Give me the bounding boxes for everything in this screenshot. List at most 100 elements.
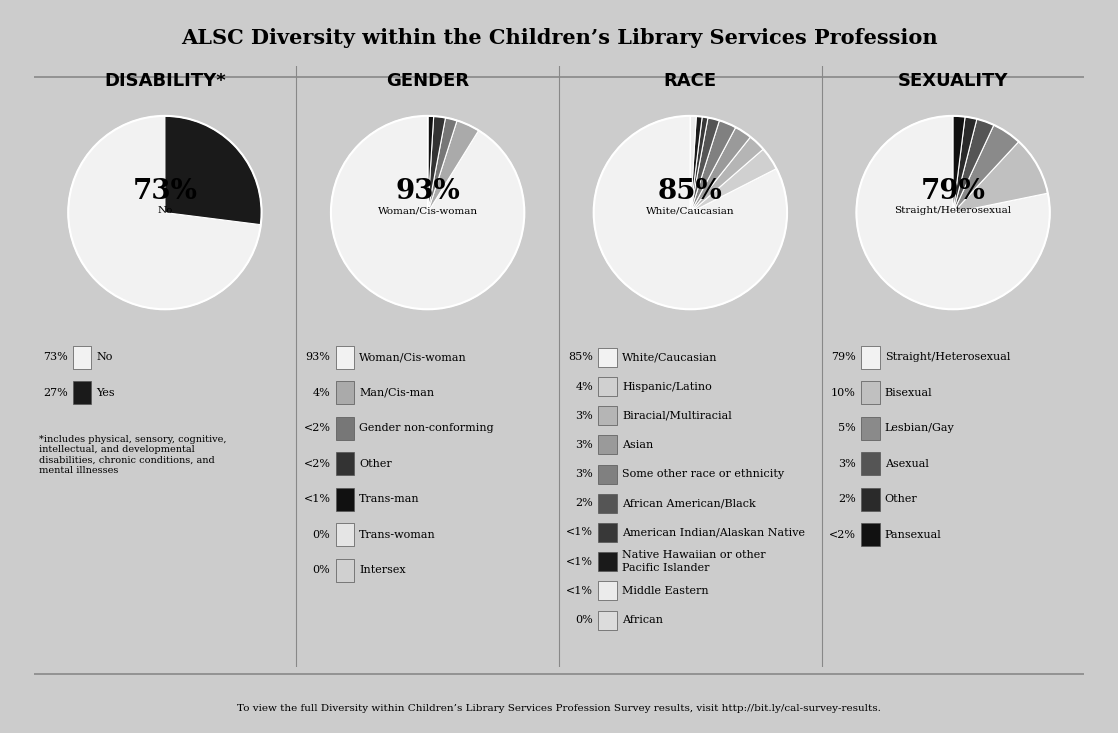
Text: 0%: 0% (313, 530, 331, 539)
Bar (861, 452, 880, 476)
Bar (598, 581, 617, 600)
Text: Straight/Heterosexual: Straight/Heterosexual (884, 353, 1011, 362)
Bar (861, 487, 880, 511)
Text: ALSC Diversity within the Children’s Library Services Profession: ALSC Diversity within the Children’s Lib… (181, 28, 937, 48)
Text: *includes physical, sensory, cognitive,
intellectual, and developmental
disabili: *includes physical, sensory, cognitive, … (39, 435, 226, 475)
Text: Asian: Asian (622, 440, 653, 450)
Text: 73%: 73% (132, 178, 198, 205)
Bar (335, 417, 354, 440)
Bar (598, 552, 617, 571)
Bar (335, 487, 354, 511)
Wedge shape (953, 141, 1048, 213)
Text: 3%: 3% (838, 459, 856, 469)
Text: 2%: 2% (576, 498, 594, 508)
Wedge shape (691, 128, 750, 213)
Wedge shape (68, 116, 260, 309)
Bar (598, 494, 617, 513)
Text: Pacific Islander: Pacific Islander (622, 563, 710, 573)
Text: Asexual: Asexual (884, 459, 929, 469)
Text: DISABILITY*: DISABILITY* (104, 72, 226, 89)
Text: GENDER: GENDER (386, 72, 470, 89)
Text: 0%: 0% (313, 565, 331, 575)
Text: Pansexual: Pansexual (884, 530, 941, 539)
Text: Lesbian/Gay: Lesbian/Gay (884, 424, 955, 433)
Bar (73, 346, 92, 369)
Bar (598, 611, 617, 630)
Text: 73%: 73% (42, 353, 68, 362)
Bar (861, 523, 880, 546)
Text: Native Hawaiian or other: Native Hawaiian or other (622, 550, 766, 560)
Text: 85%: 85% (568, 353, 594, 362)
Wedge shape (428, 117, 457, 213)
Text: African American/Black: African American/Black (622, 498, 756, 508)
Bar (861, 346, 880, 369)
Wedge shape (953, 119, 994, 213)
Text: 2%: 2% (838, 494, 856, 504)
Text: Other: Other (884, 494, 918, 504)
Wedge shape (856, 116, 1050, 309)
Text: <1%: <1% (566, 528, 594, 537)
Bar (598, 377, 617, 396)
Wedge shape (331, 116, 524, 309)
Wedge shape (691, 117, 708, 213)
Text: Middle Eastern: Middle Eastern (622, 586, 709, 596)
Text: <1%: <1% (566, 556, 594, 567)
Bar (335, 346, 354, 369)
Wedge shape (428, 116, 445, 213)
Wedge shape (691, 137, 764, 213)
Text: 27%: 27% (42, 388, 68, 398)
Text: Woman/Cis-woman: Woman/Cis-woman (359, 353, 467, 362)
Wedge shape (428, 120, 479, 213)
Bar (335, 523, 354, 546)
Wedge shape (691, 116, 697, 213)
Wedge shape (953, 125, 1018, 213)
Text: American Indian/Alaskan Native: American Indian/Alaskan Native (622, 528, 805, 537)
Text: White/Caucasian: White/Caucasian (622, 353, 718, 362)
Text: RACE: RACE (664, 72, 717, 89)
Text: <1%: <1% (303, 494, 331, 504)
Text: 85%: 85% (659, 178, 722, 205)
Bar (73, 381, 92, 405)
Bar (861, 381, 880, 405)
Text: No: No (96, 353, 113, 362)
Wedge shape (165, 116, 262, 225)
Text: Trans-man: Trans-man (359, 494, 420, 504)
Text: Other: Other (359, 459, 392, 469)
Text: White/Caucasian: White/Caucasian (646, 206, 735, 216)
Text: 0%: 0% (576, 615, 594, 625)
Text: Yes: Yes (96, 388, 115, 398)
Text: 93%: 93% (305, 353, 331, 362)
Text: <2%: <2% (303, 424, 331, 433)
Wedge shape (691, 116, 702, 213)
Text: Gender non-conforming: Gender non-conforming (359, 424, 494, 433)
Text: No: No (158, 206, 172, 216)
Text: 3%: 3% (576, 410, 594, 421)
Text: 5%: 5% (838, 424, 856, 433)
Text: African: African (622, 615, 663, 625)
Wedge shape (953, 116, 965, 213)
Text: Straight/Heterosexual: Straight/Heterosexual (894, 206, 1012, 216)
Text: <2%: <2% (828, 530, 856, 539)
Text: Man/Cis-man: Man/Cis-man (359, 388, 435, 398)
Bar (598, 435, 617, 454)
Text: Hispanic/Latino: Hispanic/Latino (622, 382, 712, 391)
Wedge shape (953, 117, 977, 213)
Text: 79%: 79% (831, 353, 856, 362)
Bar (598, 465, 617, 484)
Text: Bisexual: Bisexual (884, 388, 932, 398)
Bar (335, 381, 354, 405)
Text: SEXUALITY: SEXUALITY (898, 72, 1008, 89)
Text: 79%: 79% (920, 178, 986, 205)
Text: <1%: <1% (566, 586, 594, 596)
Text: 10%: 10% (831, 388, 856, 398)
Text: 4%: 4% (576, 382, 594, 391)
Wedge shape (428, 116, 434, 213)
Wedge shape (691, 120, 736, 213)
Text: 93%: 93% (396, 178, 459, 205)
Text: Trans-woman: Trans-woman (359, 530, 436, 539)
Text: To view the full Diversity within Children’s Library Services Profession Survey : To view the full Diversity within Childr… (237, 704, 881, 712)
Bar (598, 348, 617, 367)
Text: 3%: 3% (576, 469, 594, 479)
Bar (598, 523, 617, 542)
Bar (335, 452, 354, 476)
